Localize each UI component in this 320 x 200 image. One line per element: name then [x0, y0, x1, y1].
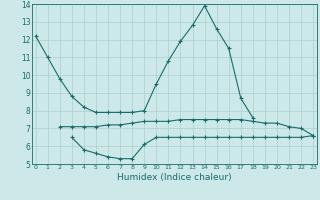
X-axis label: Humidex (Indice chaleur): Humidex (Indice chaleur) [117, 173, 232, 182]
